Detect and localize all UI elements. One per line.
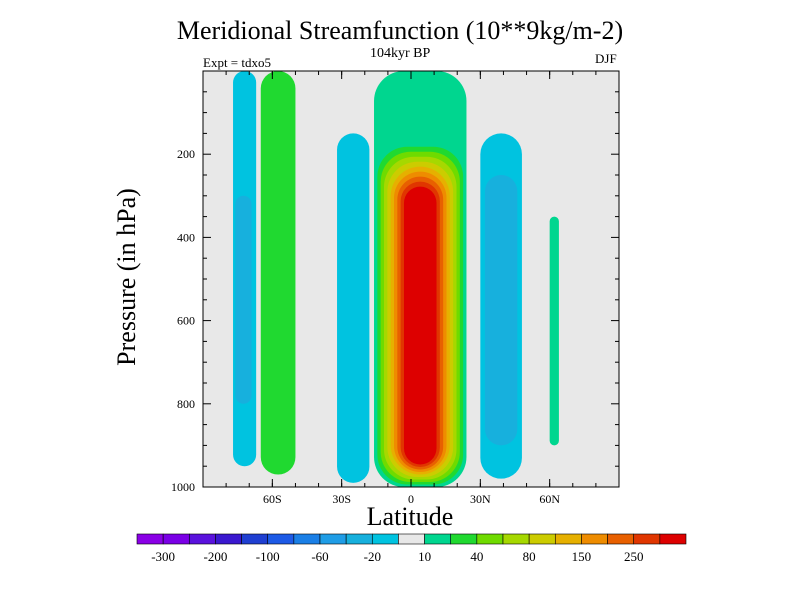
colorbar-swatch — [502, 533, 530, 545]
colorbar-label: 40 — [470, 549, 483, 564]
x-axis: 60S 30S 0 30N 60N — [225, 71, 597, 506]
colorbar-swatch — [162, 533, 190, 545]
colorbar-swatch — [581, 533, 608, 545]
colorbar-swatch — [659, 533, 687, 545]
y-tick-label: 200 — [177, 147, 195, 161]
colorbar-swatch — [293, 533, 321, 545]
colorbar-swatch — [215, 533, 242, 545]
y-tick-label: 600 — [177, 314, 195, 328]
southern-polar-cell-core — [235, 195, 252, 404]
chart-subtitle: 104kyr BP — [370, 46, 431, 61]
experiment-label: Expt = tdxo5 — [203, 55, 271, 70]
colorbar-swatch — [450, 533, 478, 545]
colorbar-label: 80 — [523, 549, 536, 564]
x-tick-label: 60N — [539, 492, 560, 506]
colorbar-swatch — [607, 533, 635, 545]
colorbar-swatch — [345, 533, 373, 545]
colorbar-swatch — [528, 533, 556, 545]
colorbar-swatch — [476, 533, 504, 545]
colorbar-swatch — [136, 533, 164, 545]
y-tick-label: 1000 — [171, 480, 195, 494]
colorbar-label: 150 — [572, 549, 592, 564]
contour-fill — [233, 71, 559, 487]
x-tick-label: 30N — [470, 492, 491, 506]
colorbar-swatch — [267, 533, 295, 545]
colorbar-label: -300 — [151, 549, 175, 564]
colorbar-swatch — [554, 533, 582, 545]
x-tick-label: 0 — [408, 492, 414, 506]
colorbar-swatch — [319, 533, 347, 545]
southern-ferrel-band — [260, 71, 296, 475]
season-label: DJF — [595, 51, 617, 66]
y-axis: 200 400 600 800 1000 — [171, 91, 619, 494]
southern-thermally-direct-cell — [337, 133, 370, 483]
colorbar-swatch — [398, 533, 425, 545]
colorbar-label: 250 — [624, 549, 644, 564]
colorbar-label: -200 — [204, 549, 228, 564]
hadley-cell-level-20 — [403, 186, 437, 465]
colorbar-label: -60 — [311, 549, 328, 564]
x-axis-label: Latitude — [366, 502, 454, 531]
chart-title: Meridional Streamfunction (10**9kg/m-2) — [176, 16, 624, 45]
colorbar: -300 -200 -100 -60 -20 10 40 80 150 250 — [136, 533, 687, 564]
colorbar-swatch — [424, 533, 452, 545]
y-tick-label: 400 — [177, 230, 195, 244]
northern-high-lat-positive — [549, 216, 559, 446]
colorbar-label: -100 — [256, 549, 280, 564]
colorbar-swatch — [188, 533, 216, 545]
colorbar-label: 10 — [418, 549, 431, 564]
x-tick-label: 60S — [263, 492, 282, 506]
y-tick-label: 800 — [177, 397, 195, 411]
colorbar-swatch — [241, 533, 269, 545]
colorbar-swatch — [371, 533, 399, 545]
northern-ferrel-cell-core — [484, 175, 518, 446]
x-tick-label: 30S — [332, 492, 351, 506]
colorbar-label: -20 — [364, 549, 381, 564]
colorbar-swatch — [633, 533, 661, 545]
